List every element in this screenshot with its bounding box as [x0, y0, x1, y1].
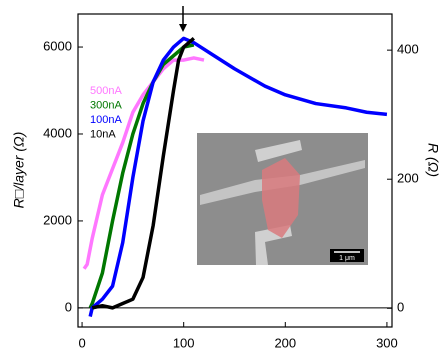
y-tick-label: 4000 [43, 125, 72, 140]
y-tick-label: 2000 [43, 212, 72, 227]
legend-label: 300nA [90, 99, 122, 111]
x-tick-label: 0 [78, 335, 85, 350]
y2-axis-label: R (Ω) [425, 143, 441, 177]
scale-bar-label: 1 μm [339, 255, 355, 262]
y-tick-label: 6000 [43, 38, 72, 53]
x-tick-label: 300 [376, 335, 398, 350]
legend-label: 500nA [90, 85, 122, 97]
y2-tick-label: 200 [397, 171, 419, 186]
legend-label: 100nA [90, 114, 122, 126]
y2-tick-label: 0 [397, 300, 404, 315]
x-tick-label: 200 [274, 335, 296, 350]
y-axis-label: R□/layer (Ω) [11, 132, 27, 209]
data-line [92, 38, 194, 308]
chart: 1 μm R□/layer (Ω) R (Ω) 0100200300020004… [0, 0, 448, 353]
inset: 1 μm [197, 133, 368, 265]
legend-label: 10nA [90, 128, 116, 140]
y2-tick-label: 400 [397, 42, 419, 57]
x-tick-label: 100 [173, 335, 195, 350]
arrow-head [179, 24, 187, 32]
y-tick-label: 0 [65, 299, 72, 314]
